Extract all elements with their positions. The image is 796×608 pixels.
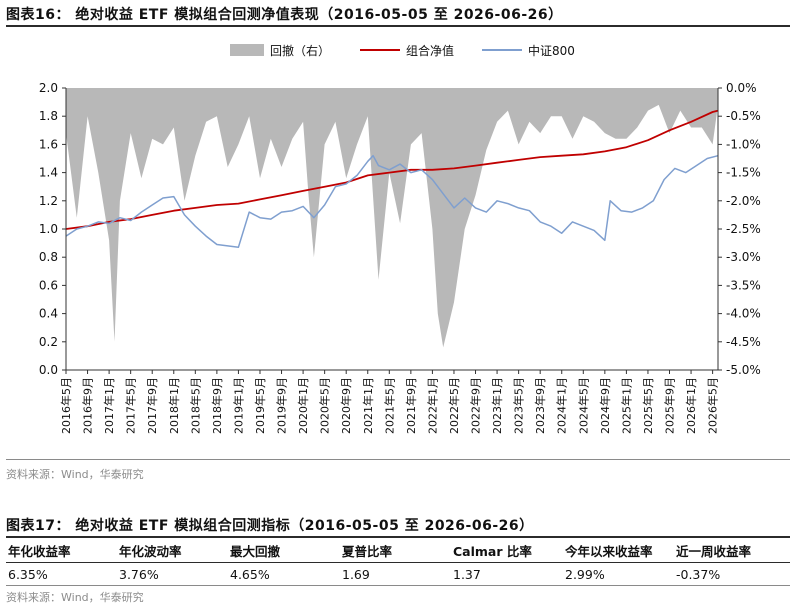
value-max-drawdown: 4.65%: [230, 567, 270, 582]
table-top-rule: [6, 536, 790, 538]
drawdown-area: [66, 88, 718, 348]
header-annual-volatility: 年化波动率: [119, 544, 182, 559]
x-tick-label: 2025年9月: [663, 377, 677, 434]
x-tick-label: 2018年5月: [188, 377, 202, 434]
y-right-tick-label: 0.0%: [726, 81, 757, 95]
x-tick-label: 2020年9月: [339, 377, 353, 434]
y-right-tick-label: -3.0%: [726, 250, 761, 264]
figure-16-top-rule: [6, 25, 790, 27]
figure-16-bottom-rule: [6, 459, 790, 460]
value-annual-return: 6.35%: [8, 567, 48, 582]
x-tick-label: 2025年5月: [641, 377, 655, 434]
y-left-tick-label: 1.2: [39, 194, 58, 208]
x-tick-label: 2022年9月: [469, 377, 483, 434]
x-tick-label: 2019年9月: [275, 377, 289, 434]
y-left-tick-label: 0.2: [39, 335, 58, 349]
value-calmar-ratio: 1.37: [453, 567, 481, 582]
metrics-header-row: 年化收益率 年化波动率 最大回撤 夏普比率 Calmar 比率 今年以来收益率 …: [6, 541, 790, 561]
header-weekly-return: 近一周收益率: [676, 544, 752, 559]
x-tick-label: 2024年5月: [576, 377, 590, 434]
x-tick-label: 2018年1月: [167, 377, 181, 434]
y-right-tick-label: -5.0%: [726, 363, 761, 377]
y-left-tick-label: 2.0: [39, 81, 58, 95]
y-left-tick-label: 0.6: [39, 278, 58, 292]
value-ytd-return: 2.99%: [565, 567, 605, 582]
y-right-tick-label: -1.0%: [726, 137, 761, 151]
csi800-line: [65, 154, 719, 249]
figure-17-source: 资料来源：Wind，华泰研究: [6, 591, 144, 604]
x-tick-label: 2021年5月: [382, 377, 396, 434]
x-tick-label: 2016年9月: [81, 377, 95, 434]
x-tick-label: 2023年9月: [533, 377, 547, 434]
y-left-tick-label: 1.6: [39, 137, 58, 151]
x-tick-label: 2023年1月: [490, 377, 504, 434]
series-lines-layer: [65, 109, 719, 249]
header-calmar-ratio: Calmar 比率: [453, 544, 532, 559]
value-weekly-return: -0.37%: [676, 567, 721, 582]
metrics-value-row: 6.35% 3.76% 4.65% 1.69 1.37 2.99% -0.37%: [6, 567, 790, 587]
legend-label-drawdown: 回撤（右）: [270, 43, 330, 58]
x-tick-label: 2016年5月: [59, 377, 73, 434]
x-tick-label: 2024年9月: [598, 377, 612, 434]
figure-16-title: 图表16： 绝对收益 ETF 模拟组合回测净值表现（2016-05-05 至 2…: [6, 7, 563, 23]
portfolio-nav-line: [65, 109, 719, 230]
x-tick-label: 2021年1月: [361, 377, 375, 434]
value-sharpe-ratio: 1.69: [342, 567, 370, 582]
x-tick-label: 2019年1月: [231, 377, 245, 434]
x-tick-label: 2025年1月: [619, 377, 633, 434]
figure-16-source: 资料来源：Wind，华泰研究: [6, 468, 144, 481]
value-annual-volatility: 3.76%: [119, 567, 159, 582]
legend-label-csi800: 中证800: [528, 43, 575, 58]
x-tick-label: 2026年1月: [684, 377, 698, 434]
chart-legend: 回撤（右） 组合净值 中证800: [230, 43, 575, 58]
x-tick-label: 2024年1月: [555, 377, 569, 434]
x-tick-label: 2017年1月: [102, 377, 116, 434]
y-right-tick-label: -0.5%: [726, 109, 761, 123]
y-right-tick-label: -4.0%: [726, 307, 761, 321]
x-tick-label: 2022年5月: [447, 377, 461, 434]
table-header-rule: [6, 562, 790, 563]
x-tick-label: 2023年5月: [512, 377, 526, 434]
x-tick-label: 2019年5月: [253, 377, 267, 434]
x-tick-label: 2017年9月: [145, 377, 159, 434]
header-ytd-return: 今年以来收益率: [565, 544, 653, 559]
x-tick-label: 2020年5月: [318, 377, 332, 434]
y-right-tick-label: -3.5%: [726, 278, 761, 292]
x-tick-label: 2026年5月: [706, 377, 720, 434]
figure-17-title: 图表17： 绝对收益 ETF 模拟组合回测指标（2016-05-05 至 202…: [6, 518, 534, 534]
y-left-tick-label: 0.8: [39, 250, 58, 264]
y-left-tick-label: 1.0: [39, 222, 58, 236]
y-right-tick-label: -2.5%: [726, 222, 761, 236]
y-left-tick-label: 1.8: [39, 109, 58, 123]
y-right-tick-label: -1.5%: [726, 166, 761, 180]
y-left-tick-label: 0.0: [39, 363, 58, 377]
x-tick-label: 2021年9月: [404, 377, 418, 434]
nav-drawdown-chart: 回撤（右） 组合净值 中证800 0.0 0.2 0.4 0.6 0.8 1.0 1.2 1.4 1…: [39, 43, 761, 434]
table-bottom-rule: [6, 585, 790, 586]
y-left-tick-label: 0.4: [39, 307, 58, 321]
header-max-drawdown: 最大回撤: [230, 544, 281, 559]
x-tick-label: 2022年1月: [425, 377, 439, 434]
y-left-tick-label: 1.4: [39, 166, 58, 180]
drawdown-area-layer: [66, 88, 718, 348]
header-sharpe-ratio: 夏普比率: [342, 544, 393, 559]
axes-layer: 0.0 0.2 0.4 0.6 0.8 1.0 1.2 1.4 1.6 1.8 2.0 0.0% -0.…: [39, 81, 761, 434]
y-right-tick-label: -4.5%: [726, 335, 761, 349]
legend-label-portfolio: 组合净值: [406, 43, 454, 58]
x-tick-label: 2020年1月: [296, 377, 310, 434]
y-right-tick-label: -2.0%: [726, 194, 761, 208]
header-annual-return: 年化收益率: [8, 544, 71, 559]
x-tick-label: 2017年5月: [124, 377, 138, 434]
legend-swatch-drawdown: [230, 44, 264, 56]
x-tick-label: 2018年9月: [210, 377, 224, 434]
